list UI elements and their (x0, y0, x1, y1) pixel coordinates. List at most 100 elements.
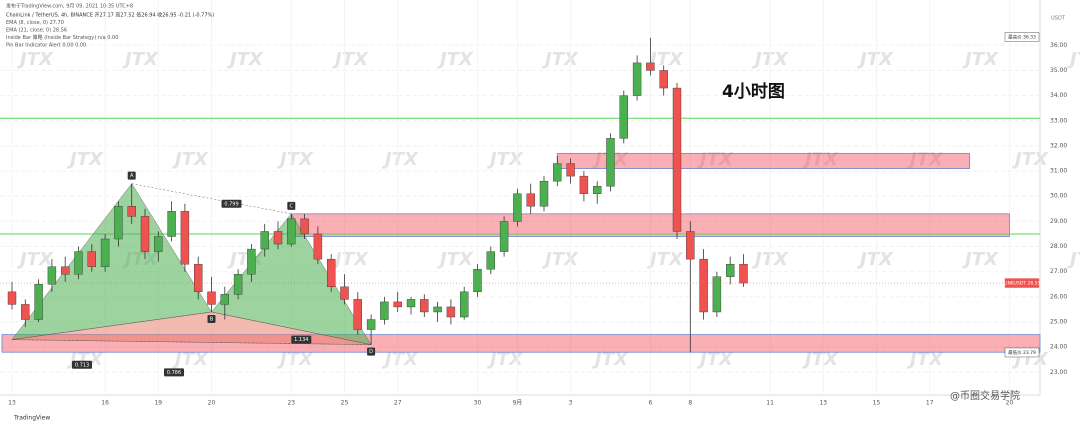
candle-body (593, 185, 602, 194)
candle-body (619, 95, 628, 139)
price-tag (1004, 347, 1040, 358)
watermark: JTX (277, 149, 314, 170)
candle-body (114, 206, 123, 240)
pattern-point-box (367, 347, 376, 356)
y-tick-label: 35.00 (1050, 67, 1067, 74)
y-tick-label: 28.00 (1050, 243, 1067, 250)
ratio-label: 0.799 (224, 201, 238, 207)
price-tag (1004, 32, 1040, 42)
candle-body (446, 306, 456, 318)
pattern-point-box (127, 171, 136, 180)
y-tick-label: 33.00 (1050, 117, 1067, 124)
watermark: JTX (647, 249, 684, 270)
candle-body (420, 299, 429, 313)
pattern-point-label: C (290, 203, 294, 209)
candle-body (61, 266, 70, 275)
candle-body (193, 263, 203, 293)
candle-body (513, 193, 522, 222)
candle-body (672, 87, 682, 232)
pattern-point-label: D (369, 349, 373, 355)
y-tick-label: 34.00 (1050, 92, 1067, 99)
watermark: JTX (122, 49, 159, 70)
candle-body (539, 180, 549, 207)
candle-body (260, 231, 269, 250)
candle-body (473, 269, 482, 293)
ratio-box (72, 360, 92, 369)
zone (290, 213, 1010, 237)
candle-body (646, 62, 655, 71)
candle-body (340, 286, 349, 300)
candle-body (140, 216, 150, 252)
y-tick-label: 31.00 (1050, 168, 1067, 175)
candle-body (247, 248, 256, 275)
watermark: JTX (962, 249, 999, 270)
x-tick-label: 11 (766, 400, 774, 407)
watermark: JTX (172, 149, 209, 170)
candle-body (21, 304, 30, 320)
y-tick-label: 24.00 (1050, 344, 1067, 351)
candle-body (47, 266, 57, 285)
candle-body (579, 175, 589, 194)
candle-body (553, 163, 562, 182)
watermark: JTX (647, 49, 684, 70)
y-tick-label: 32.00 (1050, 142, 1067, 149)
pattern-point-box (207, 314, 216, 323)
y-tick-label: 30.00 (1050, 193, 1067, 200)
candle-body (566, 163, 575, 177)
legend-line: EMA (8, close, 0) 27.70 (6, 20, 64, 26)
x-tick-label: 8 (688, 400, 692, 407)
watermark: JTX (697, 349, 734, 370)
x-tick-label: 13 (8, 400, 16, 407)
watermark: JTX (67, 149, 104, 170)
candle-body (167, 211, 176, 237)
publisher: 发布于TradingView.com, 9月 09, 2021 10:35 UT… (6, 3, 133, 10)
pattern-point-box (287, 201, 296, 210)
candle-body (486, 251, 495, 270)
price-tag-label: 最高价 36.33 (1008, 33, 1036, 40)
price-tag (1004, 278, 1040, 288)
candle-body (207, 291, 216, 305)
y-tick-label: 26.00 (1050, 293, 1067, 300)
candle-body (433, 306, 442, 313)
candle-body (659, 70, 668, 89)
candle-body (34, 284, 43, 320)
candle-body (712, 276, 722, 313)
candle-body (273, 231, 283, 245)
watermark: JTX (437, 49, 474, 70)
candle-body (154, 236, 163, 252)
candle-body (699, 258, 708, 313)
pattern-guide (131, 183, 292, 215)
candle-body (287, 218, 296, 245)
y-tick-label: 25.00 (1050, 319, 1067, 326)
x-tick-label: 3 (569, 400, 573, 407)
candle-body (233, 274, 243, 295)
candle-body (393, 301, 402, 308)
x-tick-label: 16 (101, 400, 109, 407)
candle-body (606, 138, 615, 187)
candle-body (380, 301, 389, 320)
candle-body (353, 299, 362, 330)
candle-body (632, 62, 642, 96)
candle-body (406, 299, 416, 308)
watermark: JTX (1012, 149, 1049, 170)
watermark: JTX (277, 349, 314, 370)
credit: @币圈交易学院 (950, 389, 1020, 402)
watermark: JTX (487, 349, 524, 370)
x-tick-label: 15 (873, 400, 881, 407)
x-tick-label: 13 (819, 400, 827, 407)
price-tag-label: 最低价 23.79 (1008, 349, 1036, 356)
watermark: JTX (802, 149, 839, 170)
watermark: JTX (802, 349, 839, 370)
watermark: JTX (382, 349, 419, 370)
watermark: JTX (227, 49, 264, 70)
pattern-xbd (11, 311, 372, 345)
x-tick-label: 6 (648, 400, 652, 407)
candle-body (74, 251, 83, 275)
watermark: JTX (907, 149, 944, 170)
candle-body (460, 291, 469, 318)
y-unit: USDT (1051, 16, 1066, 22)
candle-body (726, 263, 735, 277)
x-tick-label: 9月 (512, 400, 522, 407)
candle-body (7, 291, 17, 305)
watermark: JTX (172, 349, 209, 370)
